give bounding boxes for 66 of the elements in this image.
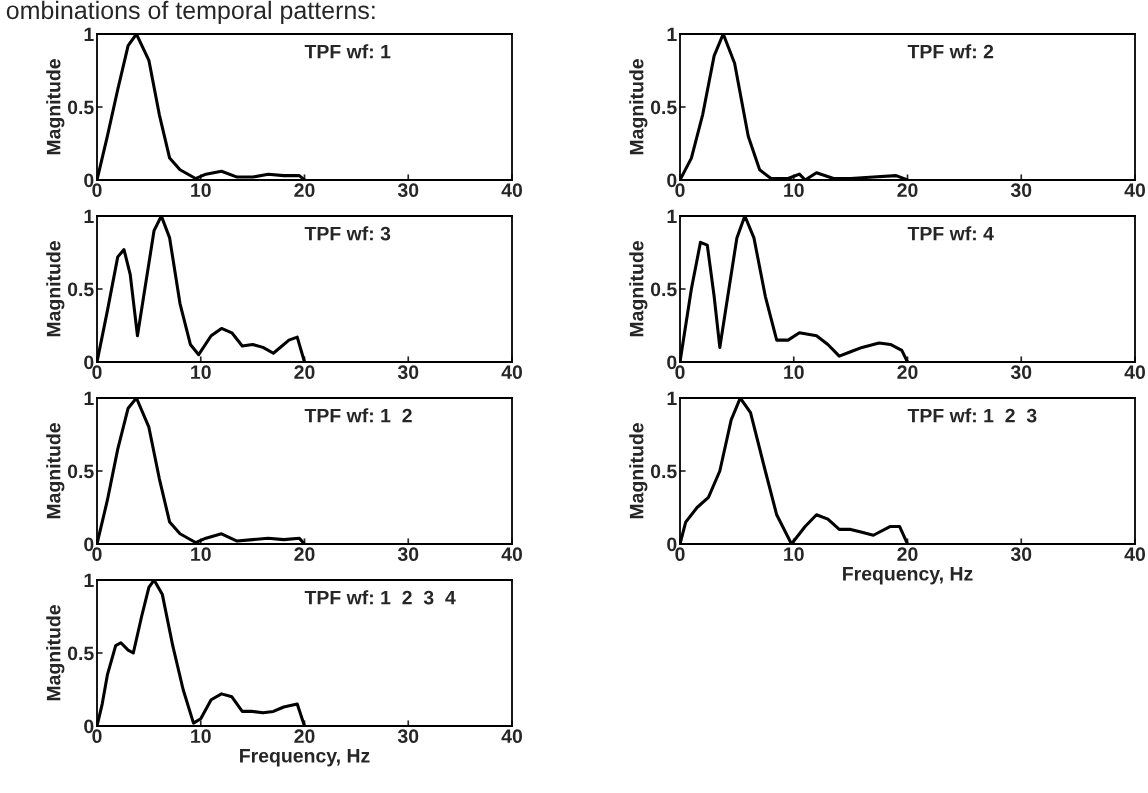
y-tick-label: 1 bbox=[667, 391, 677, 406]
y-tick-label: 0 bbox=[667, 537, 677, 552]
x-tick-label: 20 bbox=[897, 365, 918, 380]
x-tick-label: 40 bbox=[1124, 365, 1146, 380]
x-tick-label: 40 bbox=[1124, 183, 1146, 198]
x-tick-label: 30 bbox=[397, 365, 419, 380]
x-tick-label: 20 bbox=[897, 547, 918, 562]
y-tick-label: 0.5 bbox=[67, 282, 94, 297]
chart-title: TPF wf: 1 bbox=[304, 44, 391, 59]
y-tick-label: 0.5 bbox=[67, 464, 94, 479]
y-tick-label: 1 bbox=[84, 27, 94, 42]
x-tick-label: 10 bbox=[191, 183, 211, 198]
y-axis-title: Magnitude bbox=[46, 241, 65, 337]
x-tick-label: 20 bbox=[294, 547, 315, 562]
x-tick-label: 30 bbox=[397, 729, 419, 744]
chart-title: TPF wf: 4 bbox=[907, 226, 994, 241]
y-axis-title: Magnitude bbox=[46, 423, 65, 519]
y-axis-title: Magnitude bbox=[46, 605, 65, 701]
y-tick-label: 1 bbox=[84, 573, 94, 588]
y-tick-label: 0.5 bbox=[67, 100, 94, 115]
chart-title: TPF wf: 1 2 3 bbox=[907, 408, 1037, 423]
x-tick-label: 10 bbox=[191, 729, 211, 744]
y-tick-label: 0 bbox=[84, 537, 94, 552]
y-axis-title: Magnitude bbox=[629, 241, 648, 337]
y-tick-label: 0 bbox=[667, 355, 677, 370]
y-tick-label: 0.5 bbox=[650, 282, 677, 297]
y-tick-label: 1 bbox=[84, 209, 94, 224]
x-axis-title: Frequency, Hz bbox=[843, 567, 973, 585]
text: ombinations of temporal patterns: bbox=[6, 0, 375, 25]
y-tick-label: 0.5 bbox=[67, 646, 94, 661]
chart-title: TPF wf: 3 bbox=[304, 226, 391, 241]
y-tick-label: 0.5 bbox=[650, 464, 677, 479]
x-tick-label: 10 bbox=[784, 547, 804, 562]
chart-title: TPF wf: 2 bbox=[907, 44, 994, 59]
y-tick-label: 1 bbox=[667, 27, 677, 42]
x-axis-title: Frequency, Hz bbox=[240, 749, 370, 767]
y-axis-title: Magnitude bbox=[629, 423, 648, 519]
x-tick-label: 30 bbox=[1010, 183, 1032, 198]
y-tick-label: 1 bbox=[84, 391, 94, 406]
x-tick-label: 10 bbox=[191, 365, 211, 380]
y-axis-title: Magnitude bbox=[46, 59, 65, 155]
y-tick-label: 0.5 bbox=[650, 100, 677, 115]
x-tick-label: 40 bbox=[501, 365, 523, 380]
chart-title: TPF wf: 1 2 3 4 bbox=[304, 590, 456, 605]
x-tick-label: 30 bbox=[397, 547, 419, 562]
y-axis-title: Magnitude bbox=[629, 59, 648, 155]
x-tick-label: 20 bbox=[897, 183, 918, 198]
x-tick-label: 30 bbox=[397, 183, 419, 198]
y-tick-label: 0 bbox=[84, 355, 94, 370]
y-tick-label: 1 bbox=[667, 209, 677, 224]
y-tick-label: 0 bbox=[84, 719, 94, 734]
x-tick-label: 30 bbox=[1010, 365, 1032, 380]
x-tick-label: 20 bbox=[294, 729, 315, 744]
x-tick-label: 40 bbox=[501, 547, 523, 562]
y-tick-label: 0 bbox=[84, 173, 94, 188]
x-tick-label: 40 bbox=[1124, 547, 1146, 562]
x-tick-label: 10 bbox=[191, 547, 211, 562]
x-tick-label: 10 bbox=[784, 365, 804, 380]
x-tick-label: 20 bbox=[294, 183, 315, 198]
x-tick-label: 20 bbox=[294, 365, 315, 380]
x-tick-label: 10 bbox=[784, 183, 804, 198]
x-tick-label: 30 bbox=[1010, 547, 1032, 562]
y-tick-label: 0 bbox=[667, 173, 677, 188]
x-tick-label: 40 bbox=[501, 729, 523, 744]
x-tick-label: 40 bbox=[501, 183, 523, 198]
chart-title: TPF wf: 1 2 bbox=[304, 408, 412, 423]
